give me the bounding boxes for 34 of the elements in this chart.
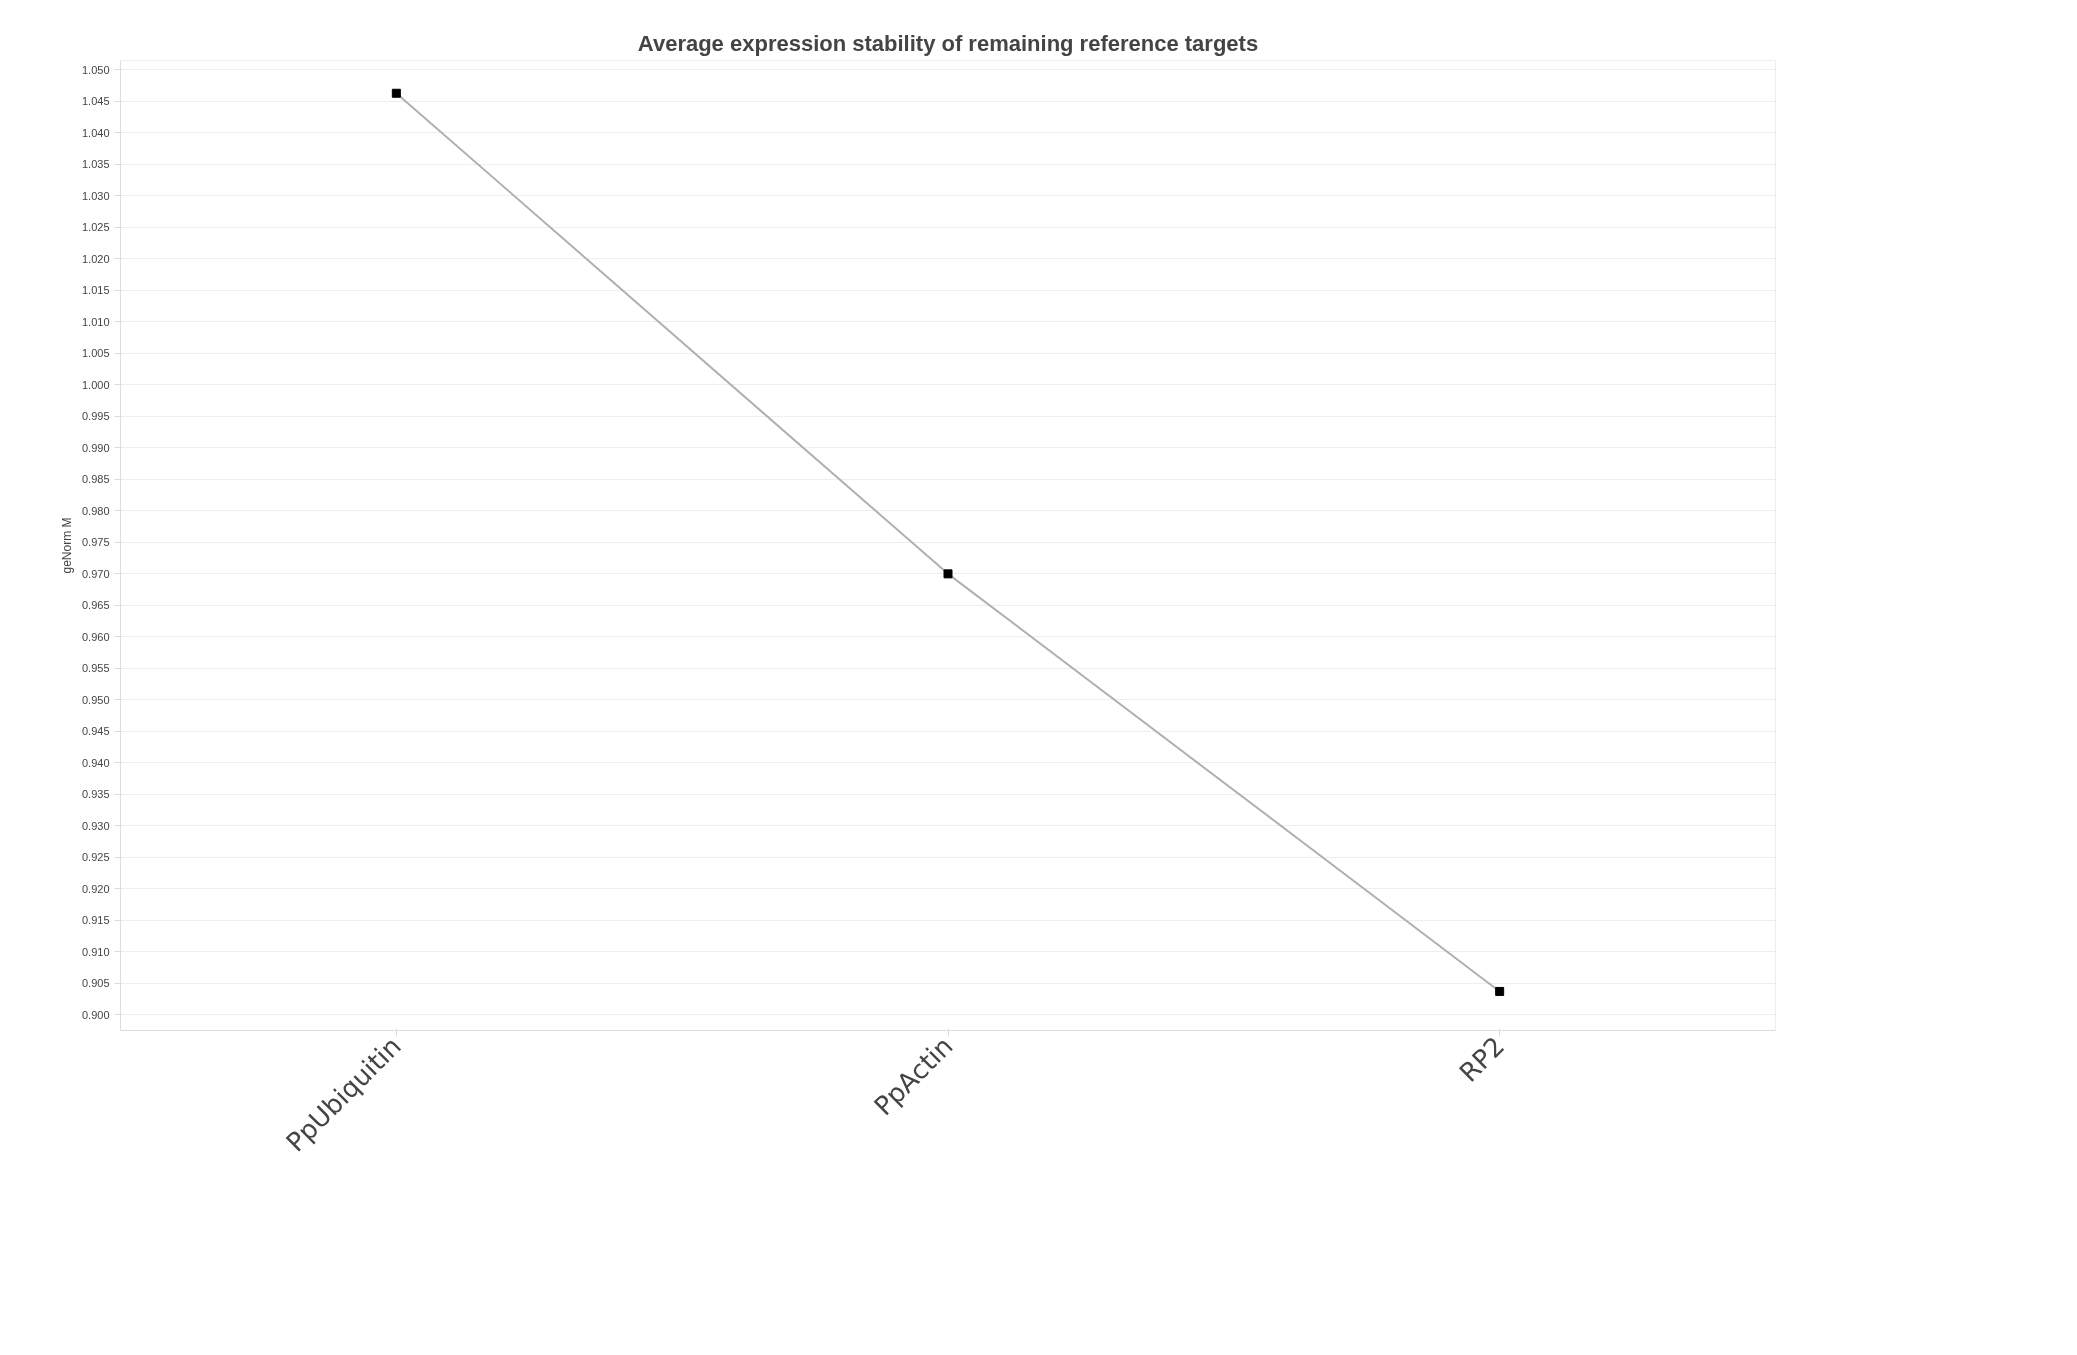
y-tick-label: 0.905 (81, 977, 110, 990)
y-tick-label: 0.980 (81, 504, 110, 517)
y-tick-label: 0.955 (81, 662, 110, 675)
y-tick-label: 0.960 (81, 630, 110, 643)
y-axis-title: geNorm M (59, 517, 74, 574)
y-tick-label: 0.995 (81, 410, 110, 423)
y-tick-label: 1.020 (81, 252, 110, 265)
y-tick-label: 0.950 (81, 693, 110, 706)
y-tick-label: 0.970 (81, 567, 110, 580)
y-tick-label: 0.965 (81, 599, 110, 612)
y-tick-label: 1.025 (81, 221, 110, 234)
x-tick-label: RP2 (1453, 1030, 1511, 1088)
y-tick-label: 0.940 (81, 756, 110, 769)
y-tick-label: 0.915 (81, 914, 110, 927)
y-tick-label: 0.920 (81, 882, 110, 895)
y-tick-label: 1.040 (81, 126, 110, 139)
y-tick-label: 0.985 (81, 473, 110, 486)
y-tick-label: 1.010 (81, 315, 110, 328)
y-tick-label: 0.975 (81, 536, 110, 549)
y-tick-label: 0.935 (81, 788, 110, 801)
y-tick-label: 1.050 (81, 63, 110, 76)
chart-title: Average expression stability of remaining reference targets (637, 30, 1259, 56)
y-tick-label: 1.000 (81, 378, 110, 391)
y-tick-label: 1.035 (81, 158, 110, 171)
y-tick-label: 0.910 (81, 945, 110, 958)
y-tick-label: 0.925 (81, 851, 110, 864)
y-tick-label: 0.990 (81, 441, 110, 454)
y-tick-label: 1.015 (81, 284, 110, 297)
y-tick-label: 1.030 (81, 189, 110, 202)
y-tick-label: 1.045 (81, 95, 110, 108)
y-tick-label: 0.900 (81, 1008, 110, 1021)
y-tick-label: 0.930 (81, 819, 110, 832)
y-tick-label: 0.945 (81, 725, 110, 738)
y-tick-label: 1.005 (81, 347, 110, 360)
